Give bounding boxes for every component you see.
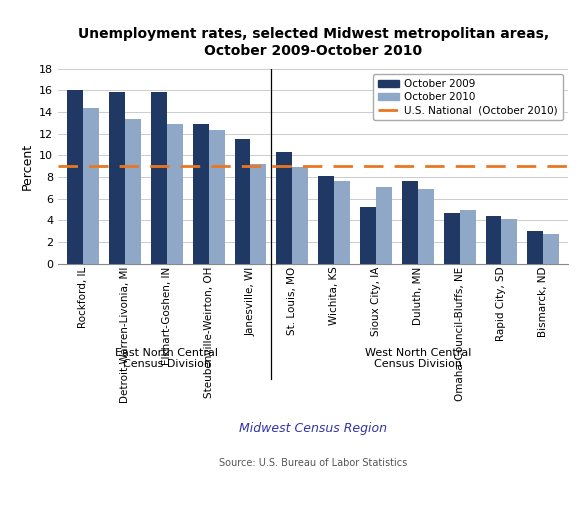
Bar <box>402 181 418 264</box>
Title: Unemployment rates, selected Midwest metropolitan areas,
October 2009-October 20: Unemployment rates, selected Midwest met… <box>78 27 549 57</box>
Bar <box>193 124 209 264</box>
Bar <box>83 108 99 264</box>
Bar <box>318 176 334 264</box>
Bar <box>485 216 502 264</box>
Bar <box>234 139 251 264</box>
Bar <box>376 187 392 264</box>
Bar <box>251 164 266 264</box>
Bar <box>360 207 376 264</box>
Bar <box>444 212 459 264</box>
Text: West North Central
Census Division: West North Central Census Division <box>365 348 471 369</box>
Bar <box>125 120 141 264</box>
Bar <box>334 181 350 264</box>
Bar <box>167 124 183 264</box>
Bar <box>109 92 125 264</box>
Bar <box>527 231 543 264</box>
Bar <box>151 92 167 264</box>
Bar <box>418 189 434 264</box>
Text: East North Central
Census Division: East North Central Census Division <box>115 348 218 369</box>
Bar <box>543 234 559 264</box>
Bar <box>292 167 308 264</box>
Text: Midwest Census Region: Midwest Census Region <box>239 422 387 435</box>
Y-axis label: Percent: Percent <box>20 142 34 190</box>
Bar <box>502 219 517 264</box>
Bar <box>209 130 224 264</box>
Bar <box>459 210 476 264</box>
Legend: October 2009, October 2010, U.S. National  (October 2010): October 2009, October 2010, U.S. Nationa… <box>373 74 563 120</box>
Bar <box>277 152 292 264</box>
Bar <box>67 90 83 264</box>
Text: Source: U.S. Bureau of Labor Statistics: Source: U.S. Bureau of Labor Statistics <box>219 458 407 469</box>
